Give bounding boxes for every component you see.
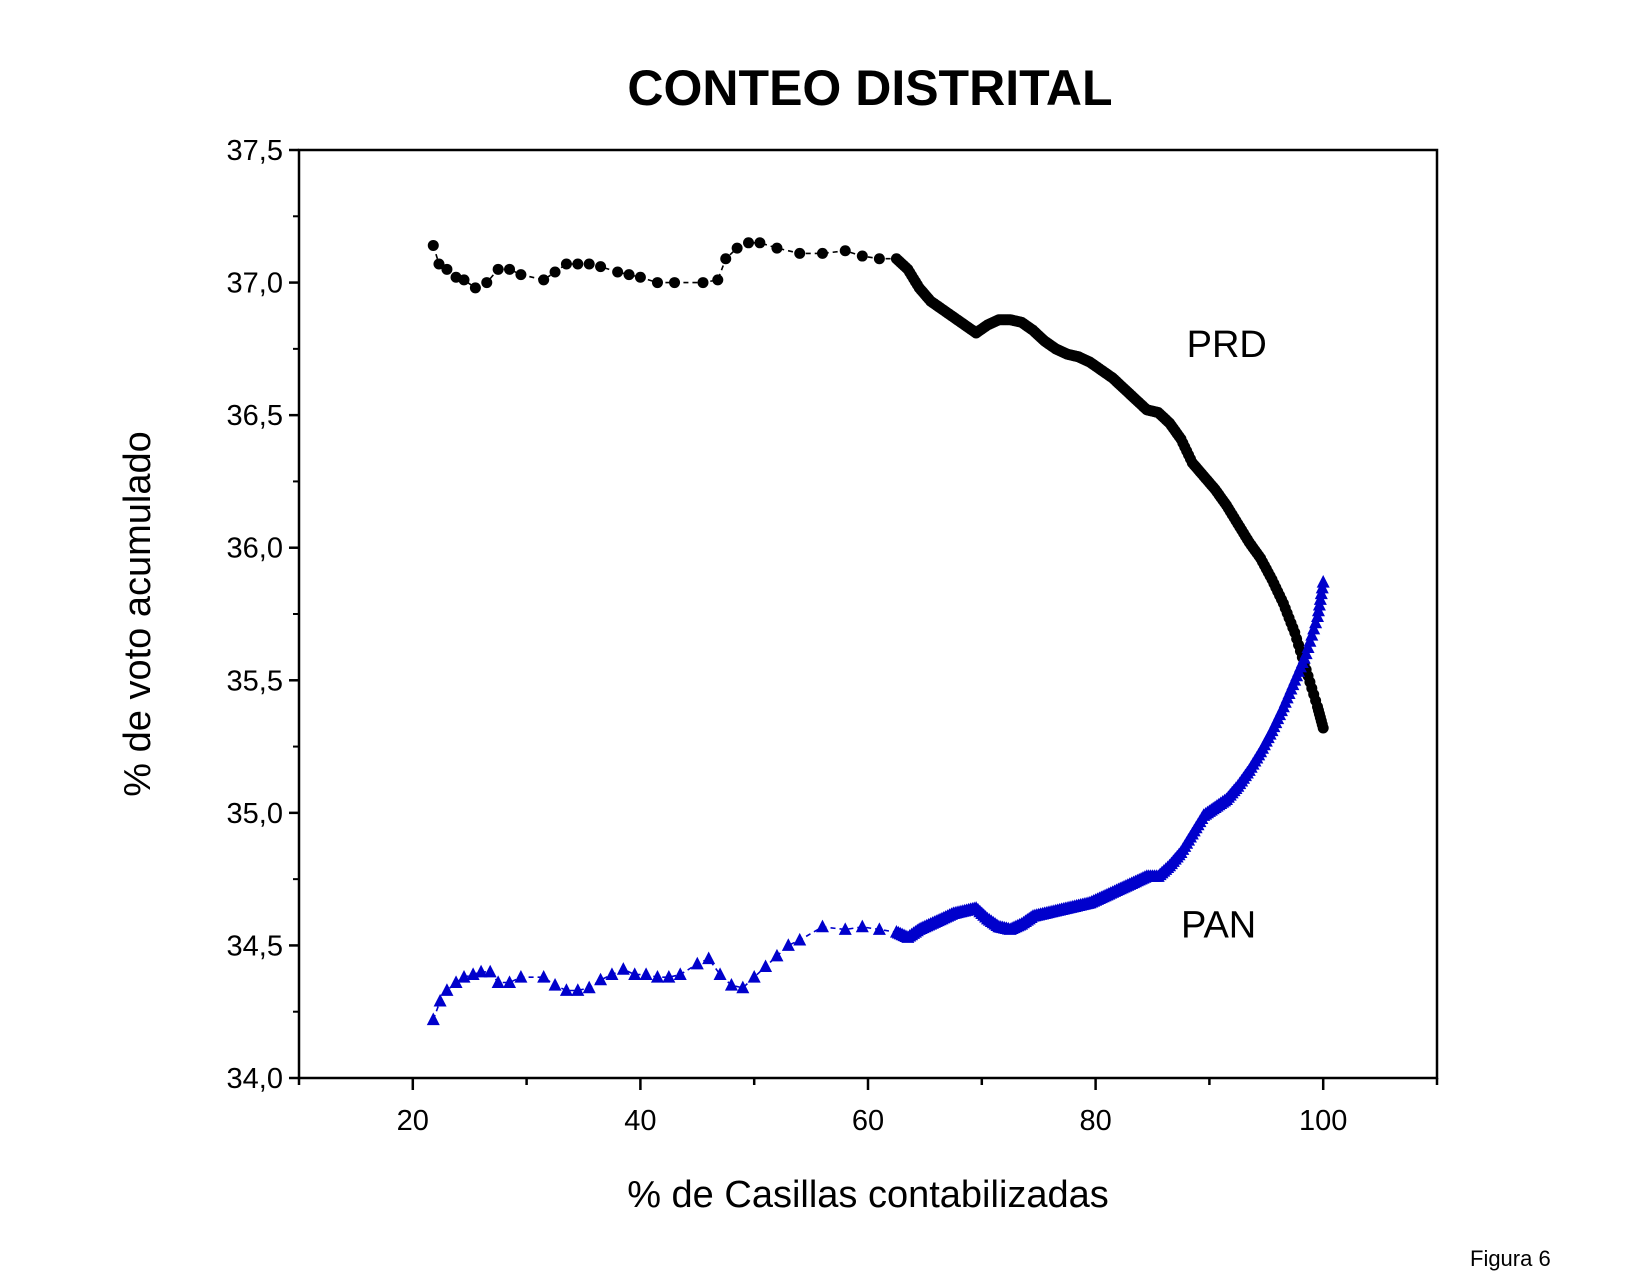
x-tick-label: 60 [852,1105,884,1137]
pan-point [474,964,488,978]
pan-point [433,993,447,1007]
prd-point [560,258,572,270]
prd-point [469,282,481,294]
y-tick-label: 34,5 [227,930,283,962]
y-tick-label: 34,0 [227,1063,283,1095]
pan-point [690,956,704,970]
pan-point [838,922,852,935]
pan-point [605,967,619,980]
series-prd [427,237,1329,734]
pan-point [770,948,784,962]
figure-caption: Figura 6 [1470,1246,1551,1271]
prd-point [873,253,885,265]
annotation-layer: PRD PAN [1181,324,1267,947]
pan-point [594,972,608,986]
annotation-prd: PRD [1187,324,1267,366]
series-line [432,242,1324,729]
prd-point [433,258,445,270]
y-tick-label: 35,0 [227,798,283,830]
prd-point [669,277,681,289]
pan-point [702,951,716,965]
prd-point [504,263,516,275]
pan-point [503,975,517,988]
prd-point [731,242,743,254]
prd-point [481,277,493,289]
prd-point [572,258,584,270]
y-tick-label: 36,5 [227,400,283,432]
prd-point [754,237,766,249]
pan-point [747,970,761,983]
pan-point [815,919,829,933]
prd-point [794,247,806,259]
series-line [432,582,1324,1020]
pan-point [548,978,562,991]
prd-point [538,274,550,286]
x-axis: 20 40 60 80 100 [297,1078,1439,1137]
pan-point [628,967,642,980]
pan-point [736,980,750,994]
prd-point [595,261,607,273]
prd-point [634,271,646,283]
pan-point [724,978,738,991]
pan-point [582,980,596,994]
pan-point [426,1012,440,1026]
pan-point [855,919,869,933]
prd-point [712,274,724,286]
prd-point [492,263,504,275]
pan-point [759,959,773,973]
prd-point [549,266,561,278]
prd-point [458,274,470,286]
y-axis: 34,0 34,5 35,0 35,5 36,0 36,5 37,0 37,5 [227,135,299,1095]
y-tick-label: 37,0 [227,268,283,300]
pan-point [713,967,727,980]
prd-point [623,269,635,281]
prd-point [816,247,828,259]
series-pan [426,574,1330,1026]
pan-point [673,967,687,980]
pan-point [1316,574,1330,588]
pan-point [559,983,573,996]
x-tick-label: 20 [397,1105,429,1137]
prd-point [427,239,439,251]
prd-point [839,245,851,257]
y-tick-label: 35,5 [227,665,283,697]
x-tick-label: 40 [624,1105,656,1137]
series-layer [426,237,1330,1026]
pan-point [872,922,886,935]
pan-point [781,938,795,951]
pan-point [491,975,505,988]
pan-point [793,932,807,946]
x-axis-label: % de Casillas contabilizadas [627,1174,1109,1216]
y-tick-label: 36,0 [227,533,283,565]
x-tick-label: 100 [1299,1105,1347,1137]
chart-title: CONTEO DISTRITAL [627,60,1112,116]
prd-point [720,253,732,265]
prd-point [856,250,868,262]
pan-point [616,962,630,975]
annotation-pan: PAN [1181,904,1256,946]
prd-point [771,242,783,254]
pan-point [483,964,497,978]
pan-point [571,983,585,996]
pan-point [440,983,454,996]
prd-point [651,277,663,289]
prd-point [441,263,453,275]
pan-point [650,970,664,983]
pan-point [514,970,528,983]
x-tick-label: 80 [1079,1105,1111,1137]
prd-point [743,237,755,249]
prd-point [515,269,527,281]
pan-point [639,967,653,980]
pan-point [662,970,676,983]
pan-point [537,970,551,983]
plot-frame [297,148,1439,1080]
pan-point [449,975,463,988]
prd-point [583,258,595,270]
prd-point [612,266,624,278]
y-axis-label: % de voto acumulado [117,431,159,796]
prd-point [697,277,709,289]
y-tick-label: 37,5 [227,135,283,167]
prd-point [1317,722,1329,734]
